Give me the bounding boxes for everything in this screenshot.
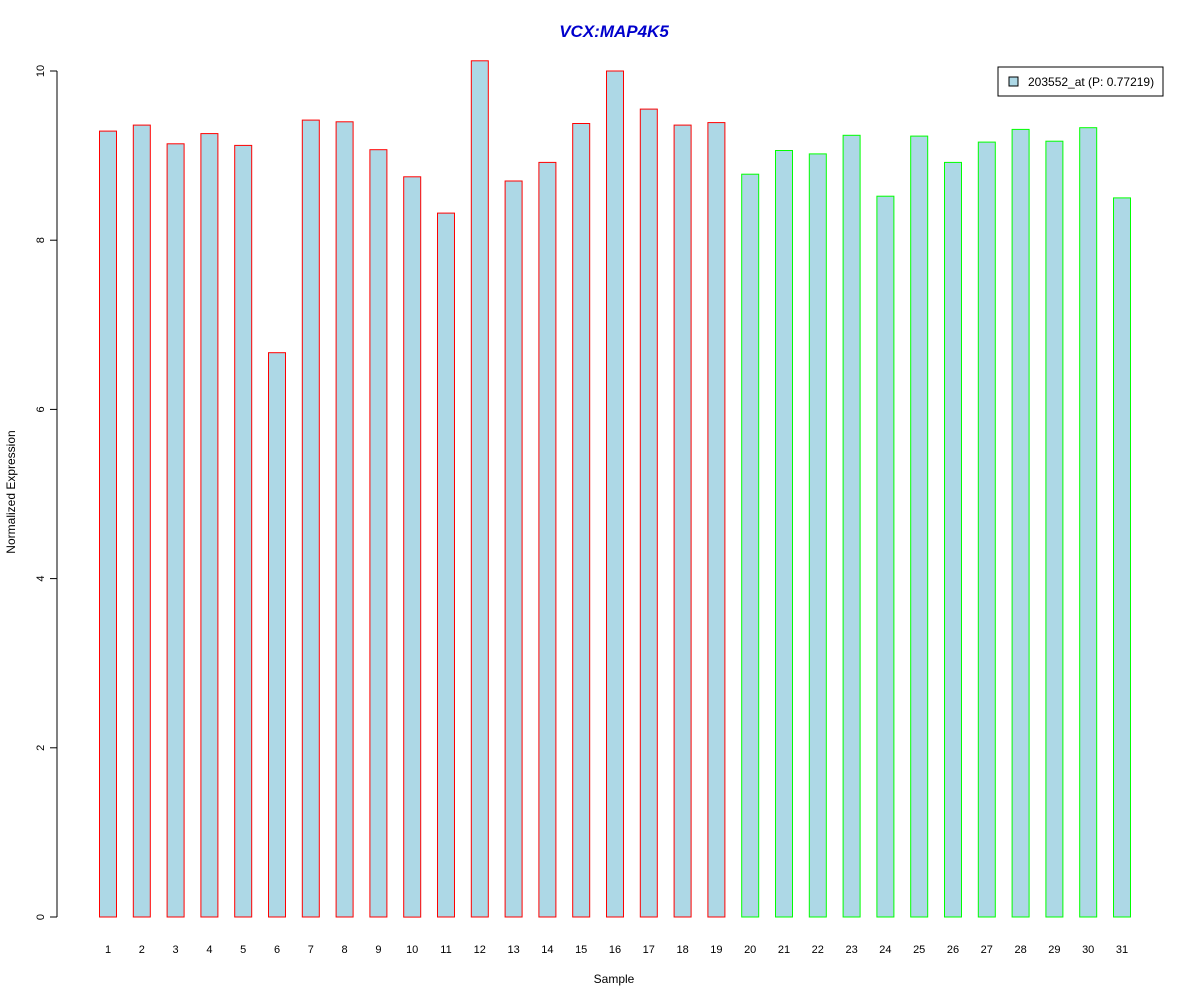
x-axis-label: Sample: [594, 972, 635, 986]
bar-sample-11: [437, 212, 455, 918]
x-axis-tick-label: 6: [274, 944, 280, 956]
x-axis-tick-label: 5: [240, 944, 246, 956]
bar-sample-20: [741, 173, 760, 918]
bar-sample-28: [1011, 128, 1030, 918]
bar-sample-31: [1113, 197, 1131, 918]
x-axis-tick-label: 19: [710, 944, 722, 956]
y-axis-label: Normalized Expression: [4, 430, 18, 553]
x-axis-tick-label: 23: [845, 944, 857, 956]
y-axis: 0 2 4 6 8 10: [35, 65, 58, 920]
bar-sample-16: [606, 70, 624, 918]
x-axis-tick-label: 7: [308, 944, 314, 956]
x-axis-tick-label: 10: [406, 944, 418, 956]
x-axis-tick-label: 25: [913, 944, 925, 956]
x-axis-tick-label: 28: [1014, 944, 1026, 956]
legend-swatch: [1008, 76, 1019, 87]
x-axis-tick-label: 17: [643, 944, 655, 956]
x-axis-tick-label: 27: [981, 944, 993, 956]
y-axis-tick-label: 6: [35, 406, 47, 412]
bar-sample-13: [504, 180, 523, 918]
bar-sample-6: [268, 352, 286, 918]
bar-sample-25: [910, 135, 929, 918]
y-axis-tick-label: 8: [35, 237, 47, 243]
bar-sample-14: [538, 161, 557, 918]
legend: 203552_at (P: 0.77219): [997, 66, 1164, 97]
bar-sample-3: [166, 143, 185, 918]
bar-sample-27: [977, 141, 996, 918]
bar-sample-9: [369, 149, 388, 918]
x-axis-tick-label: 26: [947, 944, 959, 956]
x-axis-tick-label: 12: [474, 944, 486, 956]
y-axis-tick-label: 10: [35, 65, 47, 77]
bar-sample-21: [775, 150, 793, 918]
x-axis-tick-label: 15: [575, 944, 587, 956]
x-axis-tick-label: 21: [778, 944, 790, 956]
y-axis-tick-label: 0: [35, 914, 47, 920]
legend-entry-label: 203552_at (P: 0.77219): [1028, 75, 1154, 89]
bar-sample-12: [470, 60, 489, 918]
legend-box: [997, 66, 1164, 97]
x-axis-tick-label: 11: [440, 944, 451, 956]
x-axis-tick-label: 29: [1048, 944, 1060, 956]
x-axis-tick-label: 13: [507, 944, 519, 956]
bar-sample-1: [99, 130, 117, 918]
x-axis-tick-label: 18: [676, 944, 688, 956]
bar-sample-24: [876, 195, 895, 918]
bar-sample-29: [1045, 140, 1064, 918]
x-axis-tick-label: 16: [609, 944, 621, 956]
x-axis-tick-label: 8: [342, 944, 348, 956]
bar-sample-10: [403, 176, 422, 918]
bar-sample-23: [842, 134, 861, 918]
bar-sample-7: [301, 119, 320, 918]
bar-sample-5: [234, 144, 253, 918]
bar-sample-19: [707, 122, 726, 918]
bar-sample-15: [572, 123, 591, 918]
x-axis-tick-label: 31: [1116, 944, 1128, 956]
bar-sample-18: [673, 124, 692, 918]
y-axis-tick-label: 4: [35, 576, 47, 582]
x-axis-tick-label: 24: [879, 944, 891, 956]
bar-sample-22: [808, 153, 827, 918]
x-axis-tick-label: 3: [173, 944, 179, 956]
bar-sample-17: [639, 108, 658, 918]
bar-sample-26: [944, 161, 962, 918]
bar-sample-2: [132, 124, 151, 918]
bars: [99, 60, 1131, 918]
x-axis-tick-label: 4: [206, 944, 212, 956]
x-axis-tick-label: 20: [744, 944, 756, 956]
x-axis-tick-label: 14: [541, 944, 553, 956]
y-axis-tick-label: 2: [35, 745, 47, 751]
bar-sample-4: [200, 133, 219, 918]
x-axis-tick-label: 1: [105, 944, 111, 956]
chart-title: VCX:MAP4K5: [559, 22, 669, 41]
x-axis-tick-label: 9: [375, 944, 381, 956]
x-axis-tick-labels: 1 2 3 4 5 6 7 8 9 10 11 12 13 14 15 16 17 18 19 20 21 22 23 24 2…: [105, 944, 1128, 956]
bar-sample-30: [1079, 127, 1098, 918]
x-axis-tick-label: 30: [1082, 944, 1094, 956]
x-axis-tick-label: 2: [139, 944, 145, 956]
x-axis-tick-label: 22: [812, 944, 824, 956]
bar-sample-8: [335, 121, 354, 918]
